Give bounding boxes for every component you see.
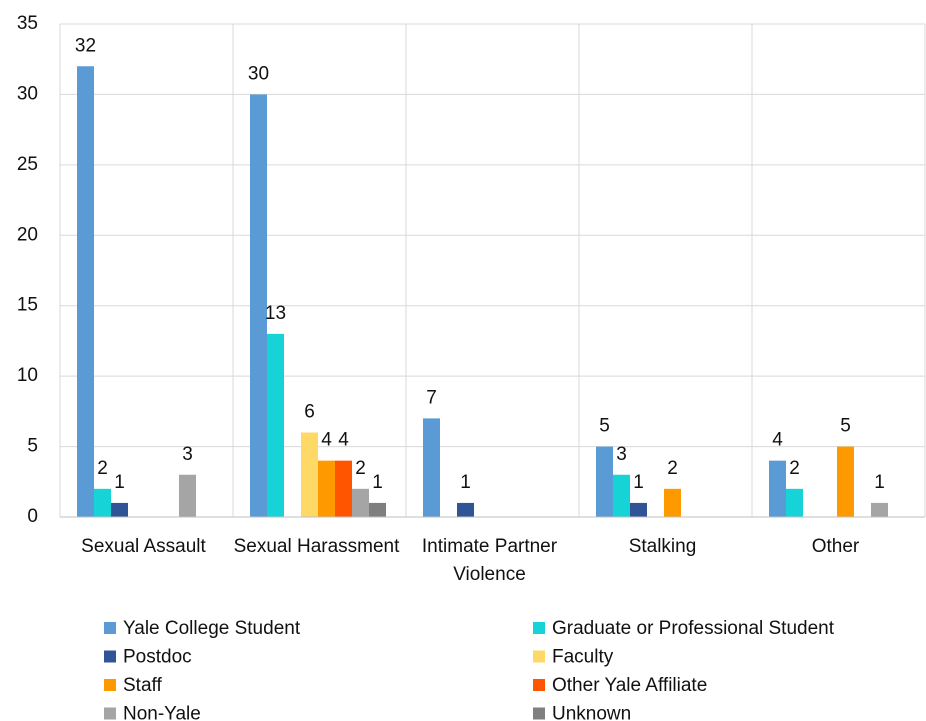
legend-label: Unknown — [552, 704, 631, 721]
data-label: 4 — [338, 430, 349, 451]
legend-swatch — [533, 622, 545, 634]
y-tick-label: 30 — [17, 83, 38, 104]
data-label: 2 — [355, 458, 366, 479]
legend-swatch — [104, 622, 116, 634]
y-tick-label: 25 — [17, 154, 38, 175]
data-label: 7 — [426, 387, 437, 408]
data-label: 3 — [616, 444, 627, 465]
data-label: 4 — [772, 430, 783, 451]
data-label: 32 — [75, 35, 96, 56]
legend-label: Non-Yale — [123, 704, 201, 721]
y-tick-label: 15 — [17, 295, 38, 316]
bar — [94, 488, 111, 517]
data-label: 5 — [599, 416, 610, 437]
legend-swatch — [533, 707, 545, 720]
bar — [613, 474, 630, 517]
data-label: 1 — [372, 472, 383, 493]
x-tick-label: Sexual Assault — [81, 536, 206, 557]
y-tick-label: 5 — [27, 436, 38, 457]
x-tick-label: Sexual Harassment — [233, 536, 400, 557]
bar — [318, 460, 335, 517]
bar — [630, 502, 647, 517]
legend-label: Staff — [123, 675, 162, 696]
bar — [369, 502, 386, 517]
legend-label: Other Yale Affiliate — [552, 675, 707, 696]
data-label: 13 — [265, 303, 286, 324]
y-tick-label: 35 — [17, 13, 38, 34]
y-tick-label: 0 — [27, 506, 38, 527]
legend-swatch — [104, 679, 116, 691]
bar — [77, 66, 94, 517]
y-tick-label: 20 — [17, 224, 38, 245]
legend-label: Yale College Student — [123, 618, 301, 639]
data-label: 1 — [633, 472, 644, 493]
data-label: 1 — [460, 472, 471, 493]
legend-swatch — [533, 679, 545, 691]
y-tick-label: 10 — [17, 365, 38, 386]
legend-swatch — [533, 650, 545, 663]
bar — [250, 94, 267, 517]
data-label: 2 — [97, 458, 108, 479]
data-label: 2 — [789, 458, 800, 479]
data-label: 5 — [840, 416, 851, 437]
bar — [111, 502, 128, 517]
data-label: 1 — [874, 472, 885, 493]
legend-swatch — [104, 650, 116, 663]
legend-swatch — [104, 707, 116, 720]
bar — [596, 446, 613, 517]
bar — [301, 432, 318, 517]
bar — [179, 474, 196, 517]
x-tick-label: Other — [811, 536, 860, 557]
data-label: 30 — [248, 63, 269, 84]
bar — [837, 446, 854, 517]
data-label: 1 — [114, 472, 125, 493]
legend-label: Faculty — [552, 647, 614, 668]
bar — [267, 333, 284, 517]
bar — [423, 418, 440, 517]
data-label: 4 — [321, 430, 332, 451]
data-label: 6 — [304, 402, 315, 423]
bar — [457, 502, 474, 517]
legend-label: Postdoc — [123, 647, 192, 668]
bar — [352, 488, 369, 517]
bar — [786, 488, 803, 517]
legend-label: Graduate or Professional Student — [552, 618, 835, 639]
x-tick-label: Stalking — [628, 536, 697, 557]
bar — [335, 460, 352, 517]
bar — [664, 488, 681, 517]
bar — [769, 460, 786, 517]
bar — [871, 502, 888, 517]
data-label: 2 — [667, 458, 678, 479]
x-tick-label: Intimate Partner Violence — [421, 536, 558, 585]
data-label: 3 — [182, 444, 193, 465]
